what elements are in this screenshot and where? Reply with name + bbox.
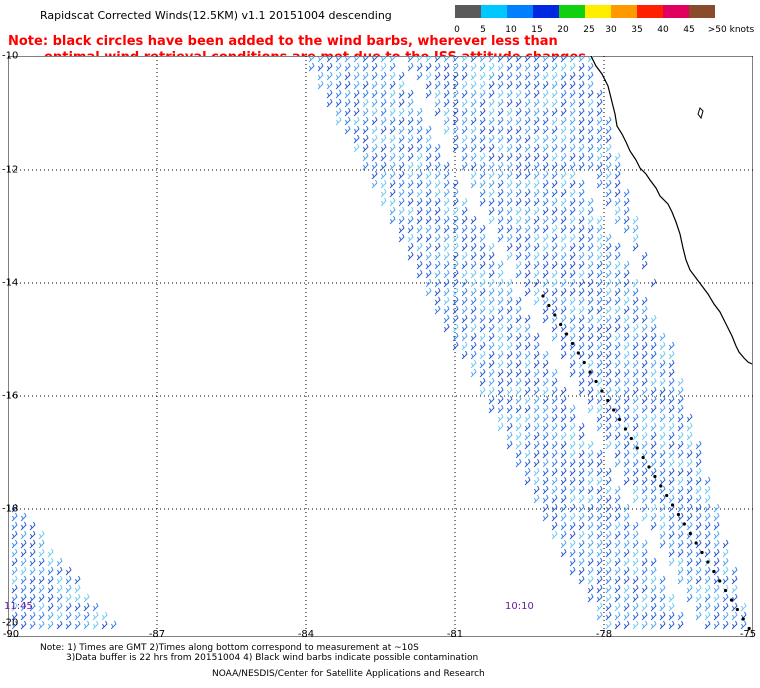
lat-label-16: -16	[2, 390, 19, 402]
flagged-barb-circles	[541, 294, 751, 631]
color-swatch-7	[637, 5, 663, 18]
scale-label-35: 35	[631, 25, 643, 35]
color-swatch-3	[533, 5, 559, 18]
note-line-1: Note: black circles have been added to t…	[8, 34, 558, 49]
peru-coastline	[590, 56, 753, 365]
lat-label-18: -18	[2, 503, 19, 515]
lon-label-78: -78	[595, 629, 613, 640]
scale-label-0: 0	[454, 25, 460, 35]
footnote-line-2: 3)Data buffer is 22 hrs from 20151004 4)…	[66, 653, 479, 663]
scale-label-20: 20	[557, 25, 569, 35]
color-swatch-4	[559, 5, 585, 18]
lon-label-90: -90	[2, 629, 20, 640]
lon-label-84: -84	[297, 629, 315, 640]
pass-time-left: 11:45	[4, 601, 33, 612]
scale-label-45: 45	[683, 25, 695, 35]
color-swatch-8	[663, 5, 689, 18]
color-swatch-0	[455, 5, 481, 18]
lat-label-12: -12	[2, 164, 19, 176]
footnote-line-1: Note: 1) Times are GMT 2)Times along bot…	[40, 643, 419, 653]
wind-barb-map	[8, 56, 753, 637]
lat-label-10: -10	[2, 50, 19, 62]
lon-label-75: -75	[739, 629, 757, 640]
island-outline	[697, 107, 704, 120]
scale-label-15: 15	[531, 25, 543, 35]
color-swatch-5	[585, 5, 611, 18]
lat-label-14: -14	[2, 277, 19, 289]
color-swatch-1	[481, 5, 507, 18]
wind-barbs-layer	[11, 56, 747, 630]
color-swatch-6	[611, 5, 637, 18]
footnote-credit: NOAA/NESDIS/Center for Satellite Applica…	[212, 669, 485, 679]
scale-label-40: 40	[657, 25, 669, 35]
scale-label-5: 5	[480, 25, 486, 35]
lon-label-87: -87	[148, 629, 166, 640]
scale-label-25: 25	[583, 25, 595, 35]
lat-label-20: -20	[2, 617, 19, 629]
color-swatch-9	[689, 5, 715, 18]
lat-lon-gridlines	[8, 56, 753, 637]
scale-label-50-knots: >50 knots	[707, 25, 755, 35]
lon-label-81: -81	[446, 629, 464, 640]
color-swatch-2	[507, 5, 533, 18]
scale-label-30: 30	[605, 25, 617, 35]
map-frame	[8, 56, 753, 637]
pass-time-right: 10:10	[505, 601, 534, 612]
map-title: Rapidscat Corrected Winds(12.5KM) v1.1 2…	[40, 9, 392, 22]
scale-label-10: 10	[505, 25, 517, 35]
